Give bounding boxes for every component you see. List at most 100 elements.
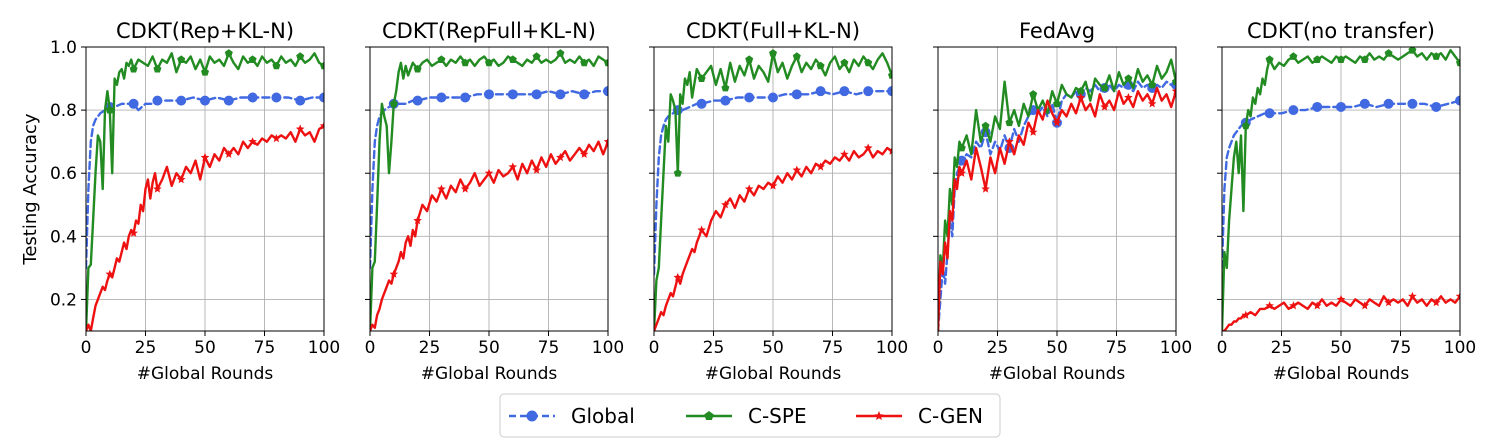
pentagon-marker — [320, 61, 324, 70]
x-tick-label: 75 — [822, 338, 844, 358]
star-marker — [389, 269, 399, 278]
star-marker — [792, 165, 802, 174]
plot-area — [654, 49, 892, 331]
star-marker — [1171, 86, 1176, 95]
pentagon-marker — [1029, 90, 1038, 98]
x-axis-label: #Global Rounds — [989, 364, 1126, 384]
circle-marker — [579, 89, 590, 100]
pentagon-marker — [1148, 80, 1157, 89]
pentagon-marker — [413, 64, 422, 73]
pentagon-marker — [888, 71, 892, 79]
x-tick-label: 25 — [135, 338, 157, 358]
pentagon-marker — [105, 105, 114, 114]
pentagon-marker — [508, 55, 517, 63]
circle-marker — [200, 95, 210, 106]
circle-marker — [744, 92, 755, 103]
series-line-global — [86, 96, 324, 270]
circle-marker — [839, 86, 850, 97]
star-marker — [437, 184, 446, 193]
x-tick-label: 50 — [1330, 338, 1352, 358]
circle-marker — [1312, 101, 1323, 112]
chart-title: CDKT(RepFull+KL-N) — [382, 19, 596, 43]
circle-marker — [531, 89, 542, 100]
pentagon-marker — [1432, 52, 1441, 60]
star-marker — [1265, 301, 1274, 310]
star-marker — [981, 184, 990, 193]
x-tick-label: 50 — [194, 338, 216, 358]
star-marker — [1124, 93, 1133, 102]
circle-marker — [436, 92, 447, 103]
star-marker — [176, 175, 186, 184]
pentagon-marker — [840, 58, 849, 67]
x-tick-label: 0 — [649, 338, 660, 358]
circle-marker — [815, 86, 826, 97]
pentagon-marker — [1053, 99, 1061, 108]
circle-marker — [247, 92, 258, 103]
legend-label: Global — [571, 404, 635, 428]
pentagon-marker — [1289, 52, 1298, 60]
circle-marker — [555, 89, 566, 100]
pentagon-marker — [721, 83, 730, 92]
y-axis-label: Testing Accuracy — [20, 113, 41, 266]
x-tick-label: 25 — [703, 338, 725, 358]
pentagon-marker — [1172, 77, 1176, 86]
chart-panel-2: 0 25 50 75 100 CDKT(RepFull+KL-N) #Global Roun… — [365, 19, 625, 384]
star-marker — [105, 269, 115, 278]
star-marker — [673, 272, 683, 281]
circle-marker — [720, 95, 731, 106]
pentagon-marker — [673, 169, 682, 177]
pentagon-marker — [1100, 83, 1109, 92]
panels: 0 25 50 75 100 0.2 0.4 0.6 0.8 1.0 CDKT(Rep+KL-N) #… — [50, 19, 1476, 384]
pentagon-marker — [532, 52, 541, 60]
pentagon-marker — [981, 121, 990, 130]
pentagon-marker — [485, 58, 493, 67]
circle-marker — [1383, 98, 1394, 109]
star-marker — [1384, 298, 1393, 307]
legend-box — [499, 393, 1001, 438]
circle-marker — [1431, 101, 1442, 112]
pentagon-marker — [389, 99, 398, 108]
circle-marker — [295, 95, 306, 106]
star-marker — [744, 184, 754, 193]
y-tick-label: 1.0 — [50, 38, 77, 58]
chart-title: FedAvg — [1019, 19, 1095, 43]
star-marker — [1455, 291, 1460, 300]
circle-marker — [768, 92, 778, 103]
circle-marker — [412, 95, 423, 106]
star-marker — [224, 149, 234, 158]
plot-area — [86, 49, 324, 331]
pentagon-marker — [1124, 74, 1133, 82]
star-marker — [129, 228, 138, 237]
star-marker — [295, 124, 305, 133]
pentagon-marker — [129, 64, 138, 73]
y-tick-label: 0.2 — [50, 290, 77, 310]
circle-marker — [484, 89, 494, 100]
x-tick-label: 50 — [1046, 338, 1068, 358]
star-marker — [603, 137, 608, 146]
star-marker — [413, 216, 422, 225]
star-marker — [579, 149, 589, 158]
pentagon-marker — [248, 55, 257, 63]
pentagon-marker — [201, 68, 209, 76]
star-marker — [1289, 301, 1298, 310]
x-tick-label: 100 — [592, 338, 624, 358]
circle-marker — [1455, 95, 1460, 106]
pentagon-marker — [556, 49, 565, 57]
x-tick-label: 25 — [987, 338, 1009, 358]
star-marker — [508, 162, 518, 171]
plot-area — [938, 58, 1176, 331]
x-tick-label: 50 — [762, 338, 784, 358]
x-tick-label: 100 — [308, 338, 340, 358]
circle-marker — [1288, 105, 1299, 116]
legend: Global C-SPE C-GEN — [499, 393, 1001, 438]
star-marker — [816, 162, 825, 171]
chart-panel-5: 0 25 50 75 100 CDKT(no transfer) #Global Round… — [1217, 19, 1477, 384]
star-marker — [556, 152, 565, 162]
star-marker — [957, 168, 967, 177]
chart-panel-3: 0 25 50 75 100 CDKT(Full+KL-N) #Global Rounds — [649, 19, 909, 384]
star-marker — [1028, 127, 1038, 136]
x-tick-label: 25 — [419, 338, 441, 358]
pentagon-marker — [704, 411, 714, 420]
pentagon-marker — [1456, 58, 1460, 67]
